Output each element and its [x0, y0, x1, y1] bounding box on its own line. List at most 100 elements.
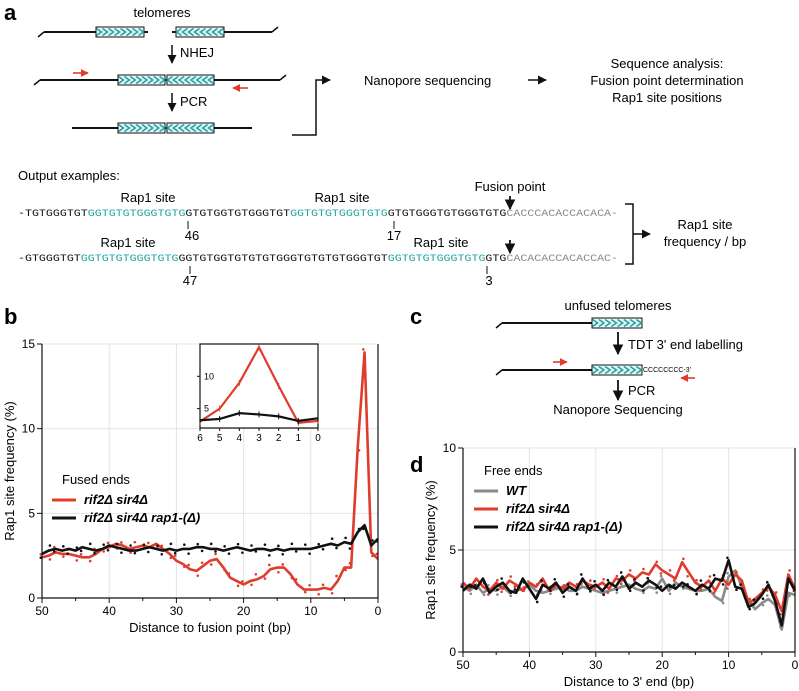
x-tick-label: 10	[722, 658, 736, 672]
data-point	[115, 542, 119, 546]
position-46: 46	[185, 228, 199, 243]
y-tick-label: 15	[22, 337, 36, 351]
data-point	[142, 543, 146, 546]
sequence-segment: GTGTGGTGTGGGTGT	[185, 209, 290, 220]
data-point	[553, 577, 557, 581]
data-point	[633, 577, 636, 581]
position-17: 17	[387, 228, 401, 243]
data-point	[774, 591, 778, 594]
data-point	[173, 551, 177, 555]
telomere-repeat-chevron	[193, 27, 200, 37]
data-point	[668, 592, 672, 596]
inset-x-tick-label: 2	[276, 433, 282, 444]
telomere-repeat-chevron	[166, 123, 173, 133]
data-point	[52, 550, 56, 553]
data-point	[726, 571, 729, 575]
legend-entry: WT	[506, 483, 527, 498]
legend-entry: rif2Δ sir4Δ rap1-(Δ)	[84, 510, 200, 525]
data-point	[655, 591, 659, 594]
data-point	[48, 544, 52, 547]
data-point	[344, 568, 347, 572]
data-point	[294, 550, 298, 553]
telomere-repeat-chevron	[177, 123, 185, 133]
data-point	[562, 595, 566, 598]
telomere-repeat-chevron	[159, 123, 166, 133]
nanopore-label: Nanopore sequencing	[364, 73, 491, 88]
legend-entry: rif2Δ sir4Δ	[506, 501, 570, 516]
data-point	[593, 587, 596, 591]
data-point	[62, 545, 65, 548]
data-point	[183, 543, 186, 546]
data-point	[712, 573, 716, 577]
data-point	[659, 574, 663, 578]
inset-y-tick-label: 5	[204, 404, 209, 414]
telomere-repeat-chevron	[141, 123, 149, 133]
telomere-repeat-chevron	[123, 123, 131, 133]
sequence-segment: GGTGTGTGGGTGTG	[81, 254, 179, 265]
data-point	[79, 549, 83, 553]
telomere-repeat-chevron	[195, 123, 203, 133]
data-point	[120, 541, 123, 544]
nhej-label: NHEJ	[180, 45, 214, 60]
data-point	[250, 544, 253, 547]
data-point	[615, 574, 619, 578]
data-point	[473, 584, 477, 587]
data-point	[348, 547, 352, 550]
data-point	[281, 553, 285, 556]
analysis-line-1: Sequence analysis:	[611, 56, 724, 71]
frequency-label-line-2: frequency / bp	[664, 234, 746, 249]
telomere-repeat-blocks	[95, 26, 225, 38]
x-tick-label: 50	[456, 658, 470, 672]
series-line	[462, 558, 797, 627]
position-47: 47	[183, 273, 197, 288]
data-point	[682, 557, 685, 561]
panel-label-b: b	[4, 304, 17, 329]
data-point	[48, 558, 52, 561]
panel-label-c: c	[410, 304, 422, 329]
telomere-repeat-chevron	[114, 27, 121, 37]
telomere-repeat-chevron	[604, 365, 612, 375]
data-point	[672, 579, 676, 582]
data-point	[469, 592, 473, 596]
data-point	[241, 551, 244, 554]
telomere-repeat-chevron	[195, 75, 203, 85]
data-point	[615, 591, 619, 594]
data-point	[196, 542, 200, 546]
telomere-repeat-chevron	[129, 123, 137, 133]
analysis-line-3: Rap1 site positions	[612, 90, 722, 105]
data-point	[303, 590, 307, 594]
pcr-product-repeats	[117, 122, 215, 134]
telomere-repeat-chevron	[207, 75, 215, 85]
y-tick-label: 0	[28, 591, 35, 605]
tdt-label: TDT 3' end labelling	[628, 337, 743, 352]
data-point	[619, 571, 623, 574]
telomere-repeat-chevron	[96, 27, 103, 37]
data-point	[602, 593, 605, 596]
data-point	[102, 550, 105, 553]
y-tick-label: 10	[443, 441, 457, 455]
telomere-repeat-chevron	[217, 27, 224, 37]
data-point	[129, 551, 132, 554]
data-point	[281, 563, 285, 566]
telomere-repeat-chevron	[153, 123, 161, 133]
telomere-repeat-chevron	[147, 75, 155, 85]
data-point	[106, 548, 110, 552]
data-point	[156, 544, 159, 548]
data-point	[712, 591, 716, 595]
data-point	[317, 542, 321, 546]
pcr-label-a: PCR	[180, 94, 207, 109]
telomere-repeat-chevron	[123, 75, 131, 85]
telomere-repeat-chevron	[181, 27, 188, 37]
data-point	[735, 588, 738, 592]
data-point	[686, 574, 689, 578]
telomere-repeat-chevron	[135, 75, 143, 85]
x-tick-label: 40	[523, 658, 537, 672]
telomere-repeat-chevron	[201, 75, 209, 85]
rap1-site-label-4: Rap1 site	[414, 235, 469, 250]
sequence-segment: CACACACCACACCAC-	[506, 254, 618, 265]
telomere-repeat-chevron	[120, 27, 127, 37]
analysis-line-2: Fusion point determination	[590, 73, 743, 88]
data-point	[371, 539, 374, 542]
sequence-segment: GTG	[485, 254, 506, 265]
y-axis-label: Rap1 site frequency (%)	[423, 480, 438, 619]
